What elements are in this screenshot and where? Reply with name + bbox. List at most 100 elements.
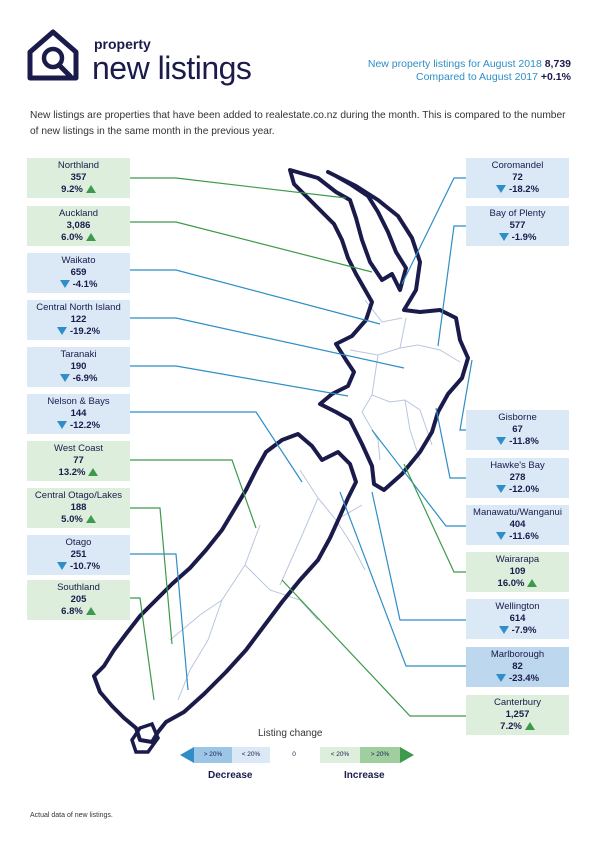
region-taranaki: Taranaki 190 -6.9% — [27, 347, 130, 387]
triangle-down-icon — [498, 233, 509, 241]
region-value: 122 — [70, 314, 87, 325]
region-name: Bay of Plenty — [489, 208, 546, 219]
legend-arrows — [180, 747, 414, 763]
leader-taranaki — [130, 365, 349, 397]
region-name: Southland — [57, 582, 100, 593]
region-change: 16.0% — [497, 578, 525, 589]
legend-inc-small: < 20% — [320, 747, 360, 763]
leader-hawkes-bay — [435, 407, 466, 479]
brand-small-text: property — [94, 36, 151, 52]
legend-title: Listing change — [258, 728, 323, 739]
region-change: -18.2% — [508, 184, 540, 195]
region-change: -6.9% — [72, 373, 98, 384]
leader-auckland — [130, 221, 373, 273]
leader-gisborne — [459, 359, 473, 431]
triangle-up-icon — [85, 607, 96, 615]
region-nelson-bays: Nelson & Bays 144 -12.2% — [27, 394, 130, 434]
arrow-right-icon — [400, 747, 414, 763]
region-wellington: Wellington 614 -7.9% — [466, 599, 569, 639]
triangle-down-icon — [496, 532, 507, 540]
north-island-outline — [288, 168, 470, 492]
triangle-down-icon — [59, 280, 70, 288]
leader-canterbury — [281, 579, 466, 717]
region-change: 9.2% — [61, 184, 83, 195]
region-auckland: Auckland 3,086 6.0% — [27, 206, 130, 246]
region-value: 205 — [70, 594, 87, 605]
region-name: Auckland — [58, 208, 99, 219]
legend-dec-big: > 20% — [194, 747, 232, 763]
stats-line1-value: 8,739 — [544, 58, 571, 70]
region-coromandel: Coromandel 72 -18.2% — [466, 158, 569, 198]
region-name: Marlborough — [490, 649, 545, 660]
stats-line2-label: Compared to August 2017 — [415, 71, 538, 83]
region-value: 278 — [509, 472, 526, 483]
region-name: West Coast — [54, 443, 103, 454]
region-change: -12.0% — [508, 484, 540, 495]
region-value: 577 — [509, 220, 526, 231]
region-change: -11.8% — [509, 436, 539, 447]
region-value: 251 — [70, 549, 87, 560]
region-value: 357 — [70, 172, 87, 183]
region-northland: Northland 357 9.2% — [27, 158, 130, 198]
region-change: -12.2% — [69, 420, 101, 431]
region-value: 3,086 — [66, 220, 91, 231]
region-change: -7.9% — [511, 625, 537, 636]
region-name: Gisborne — [498, 412, 537, 423]
region-change: -19.2% — [69, 326, 101, 337]
region-name: Otago — [65, 537, 92, 548]
region-change: 6.8% — [61, 606, 83, 617]
region-change: 7.2% — [500, 721, 522, 732]
region-value: 72 — [512, 172, 523, 183]
region-change: 5.0% — [61, 514, 83, 525]
triangle-up-icon — [527, 579, 538, 587]
region-name: Nelson & Bays — [47, 396, 110, 407]
triangle-up-icon — [524, 722, 535, 730]
region-name: Manawatu/Wanganui — [473, 507, 562, 518]
region-otago: Otago 251 -10.7% — [27, 535, 130, 575]
triangle-down-icon — [496, 437, 507, 445]
triangle-down-icon — [495, 674, 506, 682]
region-value: 82 — [512, 661, 523, 672]
region-change: -11.6% — [509, 531, 539, 542]
leader-northland — [130, 177, 347, 199]
region-name: Central North Island — [36, 302, 121, 313]
region-value: 190 — [70, 361, 87, 372]
region-change: -10.7% — [69, 561, 101, 572]
region-value: 109 — [509, 566, 526, 577]
region-gisborne: Gisborne 67 -11.8% — [466, 410, 569, 450]
house-search-logo-icon — [27, 29, 79, 81]
south-island-outline — [92, 432, 358, 744]
region-change: -23.4% — [508, 673, 540, 684]
leader-central-otago — [130, 507, 173, 645]
region-marlborough: Marlborough 82 -23.4% — [466, 647, 569, 687]
triangle-down-icon — [495, 485, 506, 493]
leader-otago — [130, 553, 189, 691]
region-hawkes-bay: Hawke's Bay 278 -12.0% — [466, 458, 569, 498]
leader-central-north-island — [130, 317, 405, 369]
region-canterbury: Canterbury 1,257 7.2% — [466, 695, 569, 735]
leader-southland — [130, 597, 155, 701]
leader-wairarapa — [403, 463, 466, 573]
region-change: 13.2% — [58, 467, 86, 478]
region-change: -4.1% — [72, 279, 98, 290]
triangle-down-icon — [498, 626, 509, 634]
region-west-coast: West Coast 77 13.2% — [27, 441, 130, 481]
stats-line1-label: New property listings for August 2018 — [367, 58, 542, 70]
arrow-left-icon — [180, 747, 194, 763]
region-name: Coromandel — [491, 160, 544, 171]
region-value: 144 — [70, 408, 87, 419]
region-name: Central Otago/Lakes — [34, 490, 123, 501]
intro-text: New listings are properties that have be… — [30, 110, 566, 137]
triangle-up-icon — [85, 233, 96, 241]
triangle-up-icon — [85, 515, 96, 523]
triangle-down-icon — [495, 185, 506, 193]
region-value: 188 — [70, 502, 87, 513]
triangle-down-icon — [56, 421, 67, 429]
footnote: Actual data of new listings. — [30, 812, 113, 819]
page-title: new listings — [92, 50, 252, 86]
region-name: Waikato — [61, 255, 96, 266]
region-change: -1.9% — [511, 232, 537, 243]
summary-stats: New property listings for August 2018 8,… — [368, 58, 571, 84]
region-wairarapa: Wairarapa 109 16.0% — [466, 552, 569, 592]
